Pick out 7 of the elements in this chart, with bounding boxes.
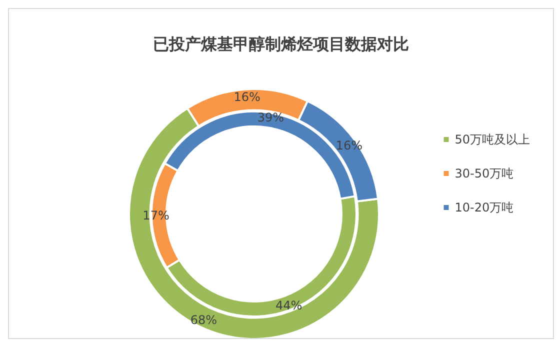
legend-label: 10-20万吨 [454,200,514,214]
data-label: 68% [190,313,217,328]
legend-label: 30-50万吨 [454,166,514,180]
legend-label: 50万吨及以上 [454,132,530,146]
chart-title: 已投产煤基甲醇制烯烃项目数据对比 [153,34,409,54]
data-label: 16% [234,90,260,104]
data-label: 39% [257,110,284,124]
